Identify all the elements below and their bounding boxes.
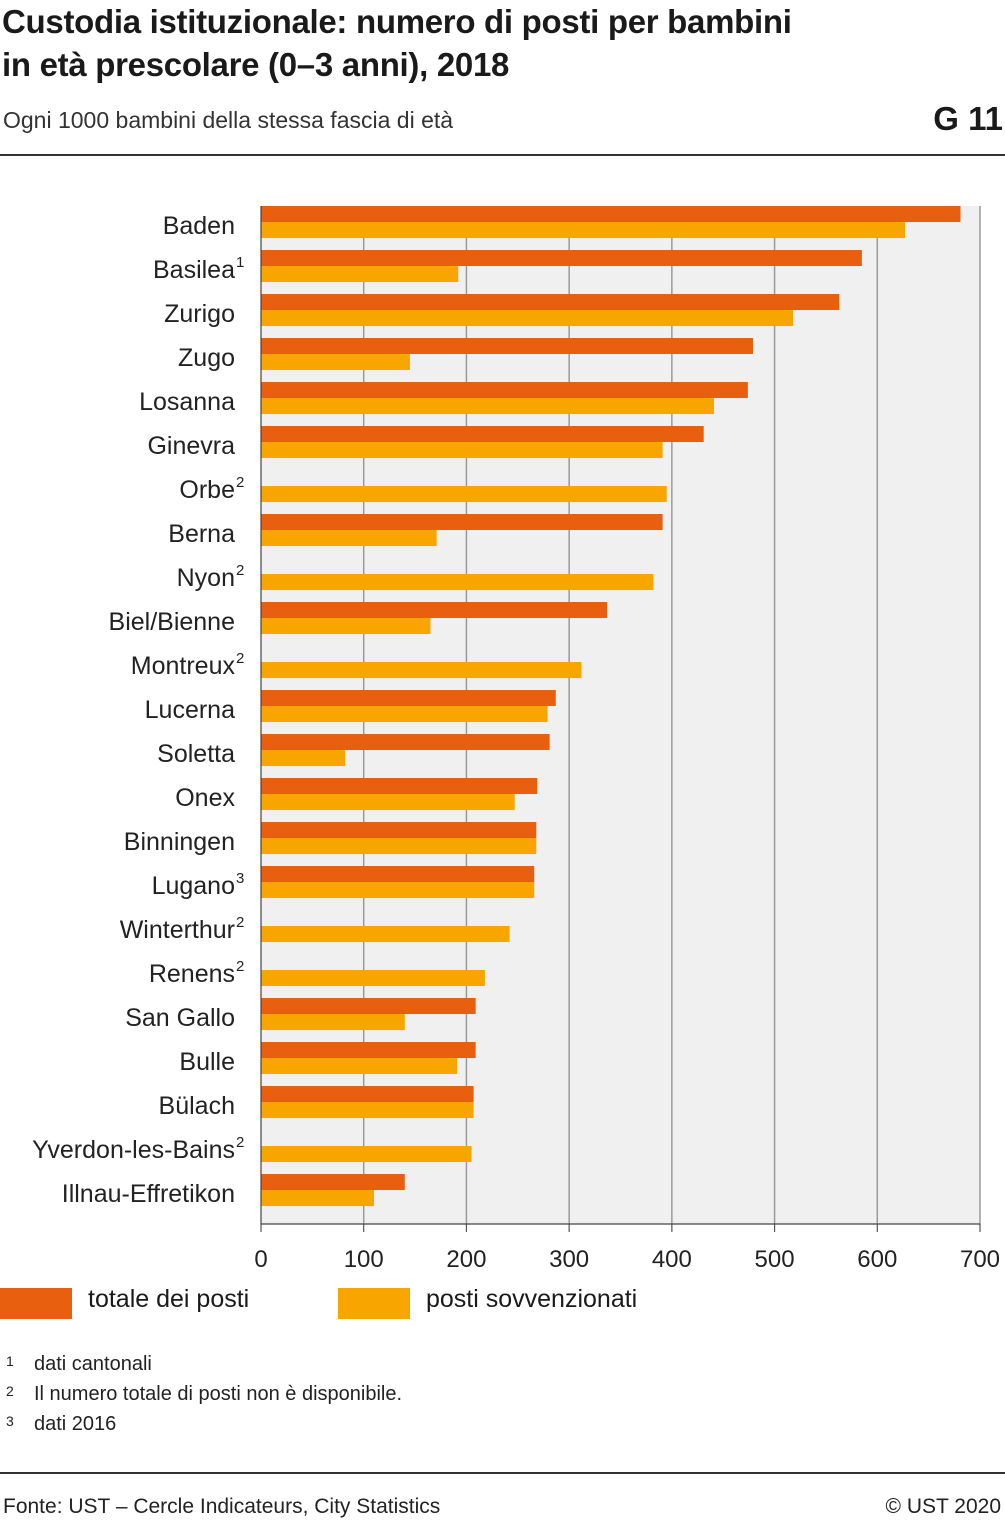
category-label-8: Nyon: [177, 564, 235, 592]
bar-total-19: [261, 1042, 476, 1058]
bar-total-9: [261, 602, 608, 618]
source-note: Fonte: UST – Cercle Indicateurs, City St…: [3, 1495, 441, 1518]
category-label-10: Montreux: [131, 652, 236, 680]
chart-title: Custodia istituzionale: numero di posti …: [2, 0, 962, 86]
category-label-1: Basilea: [153, 256, 235, 284]
chart-code: G 11: [933, 100, 1003, 137]
bar-total-2: [261, 294, 840, 310]
title-line-1: Custodia istituzionale: numero di posti …: [2, 3, 792, 40]
bar-total-4: [261, 382, 748, 398]
footnote-number-3: 3: [6, 1413, 14, 1429]
bar-subsidized-17: [261, 970, 485, 986]
category-label-19: Bulle: [179, 1048, 235, 1076]
bar-subsidized-19: [261, 1058, 458, 1074]
x-tick-label-500: 500: [755, 1246, 795, 1270]
category-label-5: Ginevra: [147, 432, 235, 460]
x-tick-label-100: 100: [344, 1246, 384, 1270]
category-label-13: Onex: [175, 784, 235, 812]
bar-total-11: [261, 690, 556, 706]
x-tick-label-700: 700: [960, 1246, 1000, 1270]
x-tick-label-300: 300: [549, 1246, 589, 1270]
bar-subsidized-18: [261, 1014, 405, 1030]
bar-total-12: [261, 734, 550, 750]
category-label-6: Orbe: [179, 476, 235, 504]
category-label-14: Binningen: [124, 828, 235, 856]
bar-total-5: [261, 426, 704, 442]
bar-subsidized-21: [261, 1146, 472, 1162]
bar-subsidized-4: [261, 398, 714, 414]
bar-chart: 0 100 200 300 400 500 600 700 Baden Basilea 1 Zurig…: [32, 206, 1000, 1270]
bar-subsidized-9: [261, 618, 431, 634]
bar-total-7: [261, 514, 663, 530]
bar-subsidized-7: [261, 530, 437, 546]
category-label-22: Illnau-Effretikon: [62, 1180, 235, 1208]
category-superscript-21: 2: [236, 1134, 244, 1151]
bar-total-20: [261, 1086, 474, 1102]
bar-subsidized-20: [261, 1102, 474, 1118]
bottom-rule: [0, 1472, 1005, 1474]
x-tick-label-400: 400: [652, 1246, 692, 1270]
category-label-0: Baden: [163, 212, 235, 240]
legend-swatch-subsidized: [338, 1288, 410, 1319]
category-label-9: Biel/Bienne: [109, 608, 235, 636]
bar-subsidized-6: [261, 486, 667, 502]
legend-label-subsidized: posti sovvenzionati: [426, 1285, 638, 1313]
category-label-7: Berna: [168, 520, 235, 548]
category-superscript-8: 2: [236, 562, 244, 579]
category-superscript-1: 1: [236, 254, 244, 271]
category-superscript-16: 2: [236, 914, 244, 931]
bar-total-13: [261, 778, 538, 794]
bar-subsidized-1: [261, 266, 459, 282]
category-label-4: Losanna: [139, 388, 235, 416]
category-label-12: Soletta: [157, 740, 235, 768]
footnote-number-2: 2: [6, 1383, 14, 1399]
bar-subsidized-11: [261, 706, 548, 722]
chart-subtitle: Ogni 1000 bambini della stessa fascia di…: [3, 107, 454, 133]
category-label-17: Renens: [149, 960, 235, 988]
bar-total-14: [261, 822, 537, 838]
legend-label-total: totale dei posti: [88, 1285, 250, 1313]
copyright: © UST 2020: [885, 1495, 1001, 1518]
bar-total-15: [261, 866, 535, 882]
bar-total-1: [261, 250, 862, 266]
legend-swatch-total: [0, 1288, 72, 1319]
category-label-18: San Gallo: [125, 1004, 235, 1032]
footnote-number-1: 1: [6, 1353, 14, 1369]
x-tick-label-600: 600: [857, 1246, 897, 1270]
category-label-16: Winterthur: [120, 916, 235, 944]
category-label-3: Zugo: [178, 344, 235, 372]
bar-subsidized-15: [261, 882, 535, 898]
bar-subsidized-14: [261, 838, 537, 854]
bar-subsidized-5: [261, 442, 663, 458]
footnote-2: Il numero totale di posti non è disponib…: [34, 1383, 403, 1405]
bar-subsidized-8: [261, 574, 654, 590]
category-label-20: Bülach: [159, 1092, 235, 1120]
category-superscript-10: 2: [236, 650, 244, 667]
category-superscript-15: 3: [236, 870, 244, 887]
bar-subsidized-10: [261, 662, 582, 678]
x-tick-label-0: 0: [254, 1246, 267, 1270]
bar-subsidized-13: [261, 794, 515, 810]
title-line-2: in età prescolare (0–3 anni), 2018: [2, 46, 510, 83]
bar-subsidized-22: [261, 1190, 374, 1206]
category-label-15: Lugano: [152, 872, 235, 900]
category-superscript-6: 2: [236, 474, 244, 491]
bar-subsidized-16: [261, 926, 510, 942]
footnote-3: dati 2016: [34, 1413, 117, 1435]
bar-total-0: [261, 206, 961, 222]
category-label-2: Zurigo: [164, 300, 235, 328]
bar-total-18: [261, 998, 476, 1014]
category-superscript-17: 2: [236, 958, 244, 975]
bar-subsidized-3: [261, 354, 410, 370]
bar-subsidized-12: [261, 750, 346, 766]
category-label-11: Lucerna: [145, 696, 235, 724]
x-tick-label-200: 200: [446, 1246, 486, 1270]
bar-subsidized-2: [261, 310, 794, 326]
footnote-1: dati cantonali: [34, 1353, 152, 1375]
bar-total-3: [261, 338, 754, 354]
bar-subsidized-0: [261, 222, 906, 238]
category-label-21: Yverdon-les-Bains: [32, 1136, 235, 1164]
bar-total-22: [261, 1174, 405, 1190]
top-rule: [0, 154, 1005, 156]
